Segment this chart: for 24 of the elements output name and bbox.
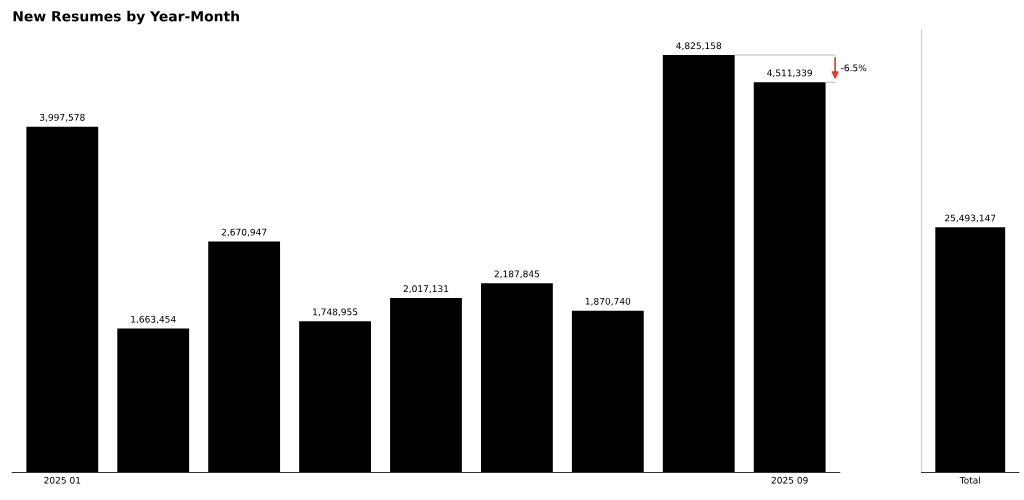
bar [571, 310, 644, 473]
data-label: 25,493,147 [945, 214, 996, 223]
bar [299, 321, 371, 473]
x-tick-label: Total [959, 476, 980, 484]
data-label: 1,748,955 [313, 308, 358, 317]
data-label: 2,017,131 [403, 285, 449, 293]
x-tick-label: 2025 09 [771, 476, 808, 484]
bar [480, 283, 553, 473]
data-label: 2,670,947 [221, 228, 267, 237]
data-label: 4,825,158 [676, 42, 722, 51]
bar [26, 126, 99, 473]
data-label: 4,511,339 [767, 69, 813, 78]
bar [208, 241, 281, 473]
data-label: 3,997,578 [40, 113, 85, 122]
bar [117, 328, 190, 473]
bar [662, 55, 735, 473]
data-label: 1,663,454 [131, 315, 176, 324]
data-label: 2,187,845 [494, 270, 540, 279]
chart-title: New Resumes by Year-Month [13, 10, 239, 25]
data-label: 1,870,740 [585, 297, 631, 306]
bar [753, 82, 826, 473]
x-tick-label: 2025 01 [44, 476, 81, 484]
bar [390, 297, 462, 473]
text: -6.5% [841, 64, 867, 72]
